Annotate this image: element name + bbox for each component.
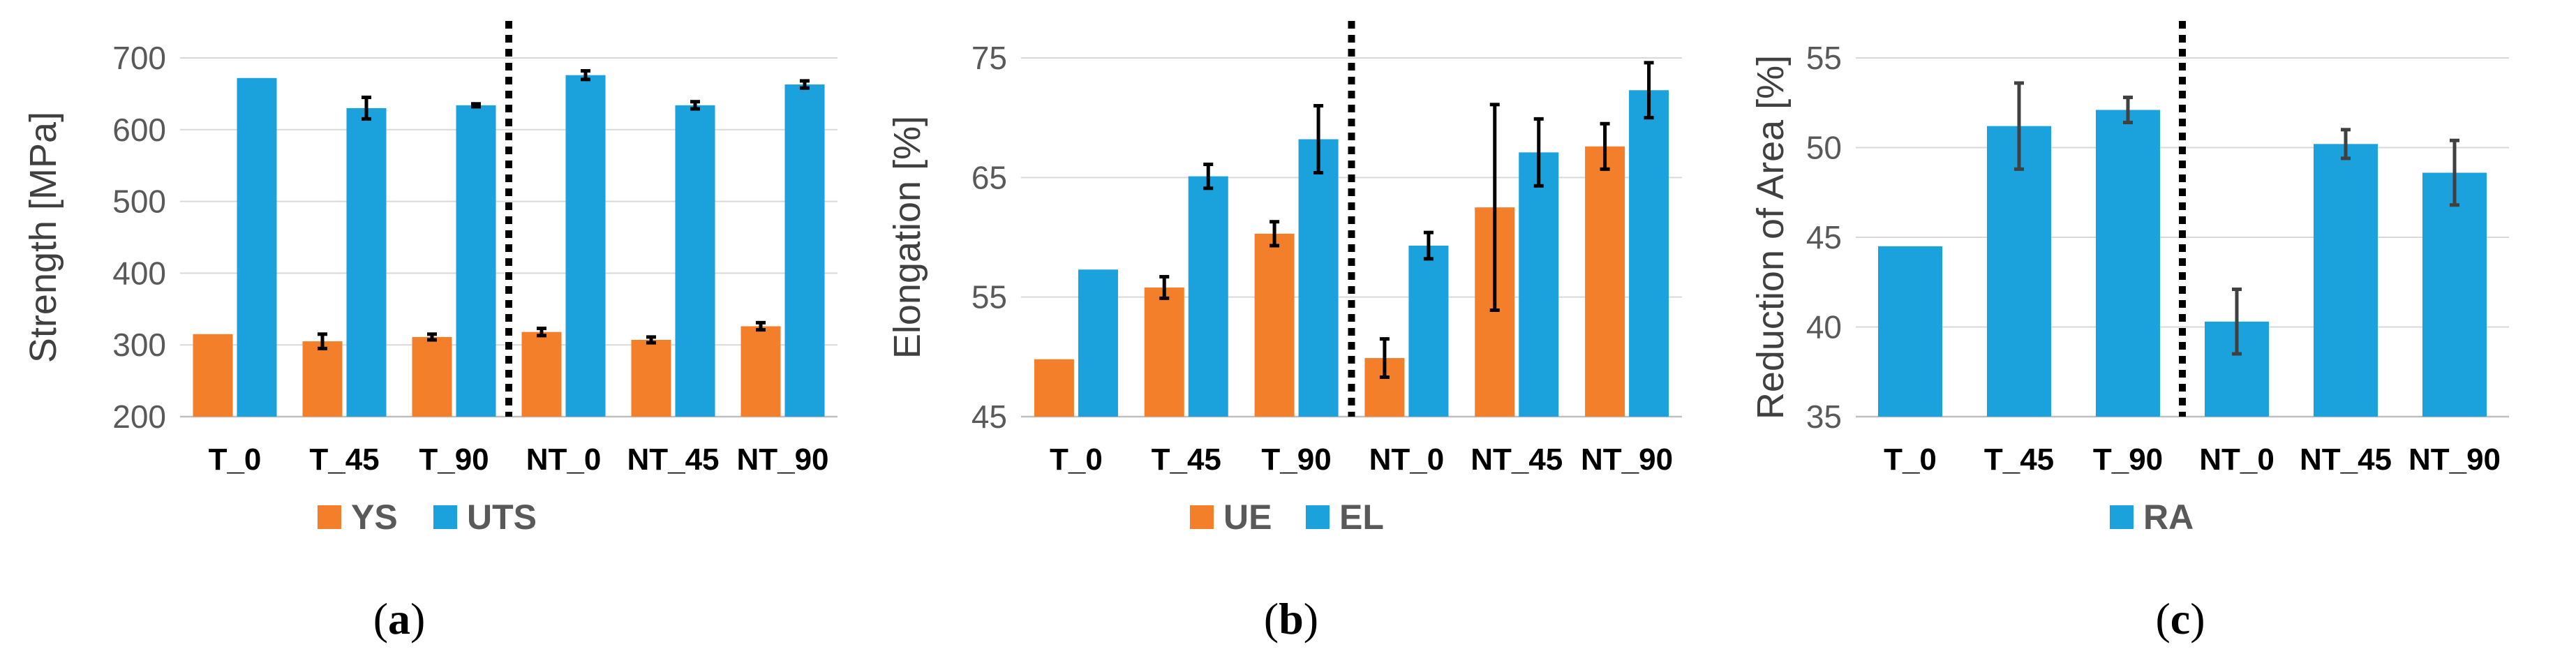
x-tick-label: T_0 <box>1884 442 1937 477</box>
x-tick-label: T_45 <box>309 442 379 477</box>
caption-letter: a <box>388 594 410 643</box>
legend-swatch-ue <box>1190 505 1214 529</box>
legend-swatch-uts <box>433 505 457 529</box>
y-tick-label: 55 <box>971 279 1007 315</box>
bar-uts-t_45 <box>346 107 387 417</box>
bar-ue-t_45 <box>1144 287 1184 417</box>
x-tick-label: NT_45 <box>1471 442 1563 477</box>
bar-ra-nt_45 <box>2314 144 2378 417</box>
x-tick-label: T_90 <box>1261 442 1331 477</box>
legend-swatch-el <box>1306 505 1330 529</box>
bar-ys-nt_0 <box>521 332 562 417</box>
bar-ra-nt_90 <box>2422 172 2487 417</box>
legend-label-ra: RA <box>2143 498 2194 537</box>
bar-uts-t_0 <box>237 77 277 417</box>
legend-label-ue: UE <box>1223 498 1272 537</box>
x-tick-label: T_45 <box>1984 442 2054 477</box>
x-tick-label: NT_45 <box>2300 442 2392 477</box>
legend-label-uts: UTS <box>467 498 537 537</box>
y-tick-label: 35 <box>1806 398 1842 435</box>
caption-paren: ( <box>1264 594 1279 643</box>
bar-ra-t_0 <box>1878 246 1942 417</box>
x-tick-label: T_90 <box>2093 442 2163 477</box>
y-tick-label: 200 <box>112 398 166 435</box>
chart-panel-c: 35 40 45 50 55 Reduction of Area [%] T_0 T_45 T_… <box>1750 21 2509 643</box>
y-tick-label: 45 <box>971 398 1007 435</box>
y-tick-label: 300 <box>112 327 166 363</box>
legend-label-el: EL <box>1339 498 1384 537</box>
bar-ra-t_90 <box>2096 110 2160 417</box>
bar-ys-nt_90 <box>740 326 781 417</box>
y-axis-title: Elongation [%] <box>886 116 928 359</box>
x-tick-label: T_0 <box>209 442 262 477</box>
bar-ue-t_0 <box>1034 359 1074 417</box>
y-tick-label: 700 <box>112 40 166 76</box>
caption-letter: c <box>2171 594 2190 643</box>
bar-ys-t_45 <box>302 341 343 417</box>
caption-letter: b <box>1279 594 1304 643</box>
y-tick-label: 50 <box>1806 130 1842 166</box>
y-tick-label: 400 <box>112 255 166 291</box>
panel-caption: (c) <box>2155 594 2205 643</box>
bar-uts-t_90 <box>456 105 496 417</box>
chart-panel-b: 45 55 65 75 Elongation [%] T_0 T_45 T_90 NT_0 NT_… <box>886 21 1682 643</box>
x-tick-label: T_45 <box>1152 442 1221 477</box>
legend-swatch-ra <box>2110 505 2134 529</box>
bar-el-t_90 <box>1298 139 1339 417</box>
y-tick-label: 75 <box>971 40 1007 76</box>
y-tick-label: 40 <box>1806 309 1842 345</box>
legend-label-ys: YS <box>351 498 398 537</box>
bar-ys-nt_45 <box>631 340 671 417</box>
caption-paren: ( <box>373 594 388 643</box>
legend-swatch-ys <box>318 505 341 529</box>
x-tick-label: T_90 <box>419 442 489 477</box>
y-tick-label: 500 <box>112 184 166 220</box>
bar-ue-nt_90 <box>1585 146 1625 417</box>
caption-paren: ) <box>410 594 425 643</box>
caption-paren: ) <box>1304 594 1318 643</box>
caption-paren: ( <box>2155 594 2170 643</box>
x-tick-label: NT_90 <box>1581 442 1673 477</box>
bar-uts-nt_0 <box>565 75 606 417</box>
panel-caption: (b) <box>1264 594 1318 643</box>
x-tick-label: NT_45 <box>627 442 719 477</box>
bar-el-t_45 <box>1188 176 1228 417</box>
y-tick-label: 65 <box>971 159 1007 195</box>
bar-ue-t_90 <box>1254 233 1295 417</box>
bar-ys-t_0 <box>193 334 233 417</box>
bar-el-nt_0 <box>1408 245 1449 417</box>
x-tick-label: NT_0 <box>2199 442 2275 477</box>
bar-uts-nt_45 <box>675 105 715 417</box>
bar-el-t_0 <box>1078 269 1118 417</box>
x-tick-label: NT_90 <box>2409 442 2501 477</box>
x-tick-label: NT_0 <box>526 442 602 477</box>
y-tick-label: 55 <box>1806 40 1842 76</box>
x-tick-label: T_0 <box>1050 442 1103 477</box>
bar-uts-nt_90 <box>784 84 825 417</box>
x-tick-label: NT_0 <box>1369 442 1445 477</box>
bar-ra-t_45 <box>1987 126 2051 417</box>
x-tick-label: NT_90 <box>736 442 828 477</box>
y-axis-title: Reduction of Area [%] <box>1750 55 1792 419</box>
y-tick-label: 45 <box>1806 219 1842 255</box>
panel-caption: (a) <box>373 594 426 643</box>
caption-paren: ) <box>2190 594 2205 643</box>
bar-ys-t_90 <box>412 336 452 417</box>
bar-el-nt_45 <box>1519 152 1559 417</box>
y-tick-label: 600 <box>112 112 166 148</box>
bar-el-nt_90 <box>1629 90 1669 417</box>
y-axis-title: Strength [MPa] <box>22 112 64 363</box>
chart-panel-a: 200 300 400 500 600 700 Strength [MPa] T_0 T_45 T… <box>22 21 837 643</box>
